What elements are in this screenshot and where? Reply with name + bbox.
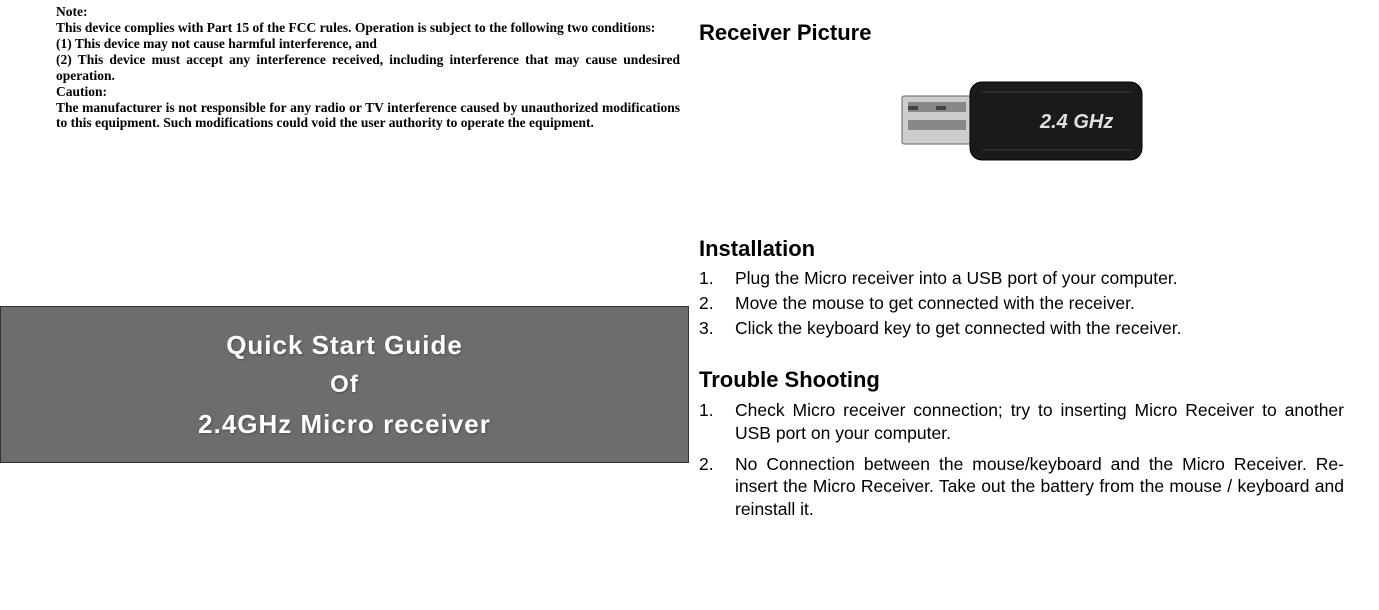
usb-dongle-icon: 2.4 GHz (892, 58, 1152, 178)
receiver-label: 2.4 GHz (1039, 111, 1113, 133)
troubleshooting-title: Trouble Shooting (699, 367, 1344, 393)
fcc-paragraph-4: The manufacturer is not responsible for … (56, 100, 680, 132)
item-number: 3. (699, 318, 723, 339)
fcc-paragraph-2: (1) This device may not cause harmful in… (56, 36, 680, 52)
item-number: 1. (699, 399, 723, 445)
list-item: 1. Plug the Micro receiver into a USB po… (699, 268, 1344, 289)
note-label: Note: (56, 4, 680, 20)
title-line-3: 2.4GHz Micro receiver (198, 409, 491, 440)
installation-title: Installation (699, 236, 1344, 262)
title-banner: Quick Start Guide Of 2.4GHz Micro receiv… (0, 306, 689, 463)
item-text: Plug the Micro receiver into a USB port … (723, 268, 1344, 289)
item-text: Click the keyboard key to get connected … (723, 318, 1344, 339)
receiver-image: 2.4 GHz (892, 58, 1152, 178)
fcc-note-block: Note: This device complies with Part 15 … (0, 0, 680, 131)
item-text: No Connection between the mouse/keyboard… (723, 453, 1344, 521)
installation-section: Installation 1. Plug the Micro receiver … (699, 236, 1344, 339)
caution-label: Caution: (56, 84, 680, 100)
fcc-paragraph-1: This device complies with Part 15 of the… (56, 20, 680, 36)
list-item: 3. Click the keyboard key to get connect… (699, 318, 1344, 339)
troubleshooting-list: 1. Check Micro receiver connection; try … (699, 399, 1344, 521)
right-column: Receiver Picture 2.4 GHz Installation 1.… (689, 0, 1379, 610)
item-text: Check Micro receiver connection; try to … (723, 399, 1344, 445)
title-line-1: Quick Start Guide (226, 330, 463, 361)
item-number: 2. (699, 293, 723, 314)
list-item: 2. Move the mouse to get connected with … (699, 293, 1344, 314)
receiver-picture-title: Receiver Picture (699, 20, 1344, 46)
list-item: 2. No Connection between the mouse/keybo… (699, 453, 1344, 521)
fcc-paragraph-3: (2) This device must accept any interfer… (56, 52, 680, 84)
troubleshooting-section: Trouble Shooting 1. Check Micro receiver… (699, 367, 1344, 521)
installation-list: 1. Plug the Micro receiver into a USB po… (699, 268, 1344, 339)
item-text: Move the mouse to get connected with the… (723, 293, 1344, 314)
item-number: 1. (699, 268, 723, 289)
item-number: 2. (699, 453, 723, 521)
left-column: Note: This device complies with Part 15 … (0, 0, 689, 610)
title-line-2: Of (330, 371, 359, 399)
list-item: 1. Check Micro receiver connection; try … (699, 399, 1344, 445)
